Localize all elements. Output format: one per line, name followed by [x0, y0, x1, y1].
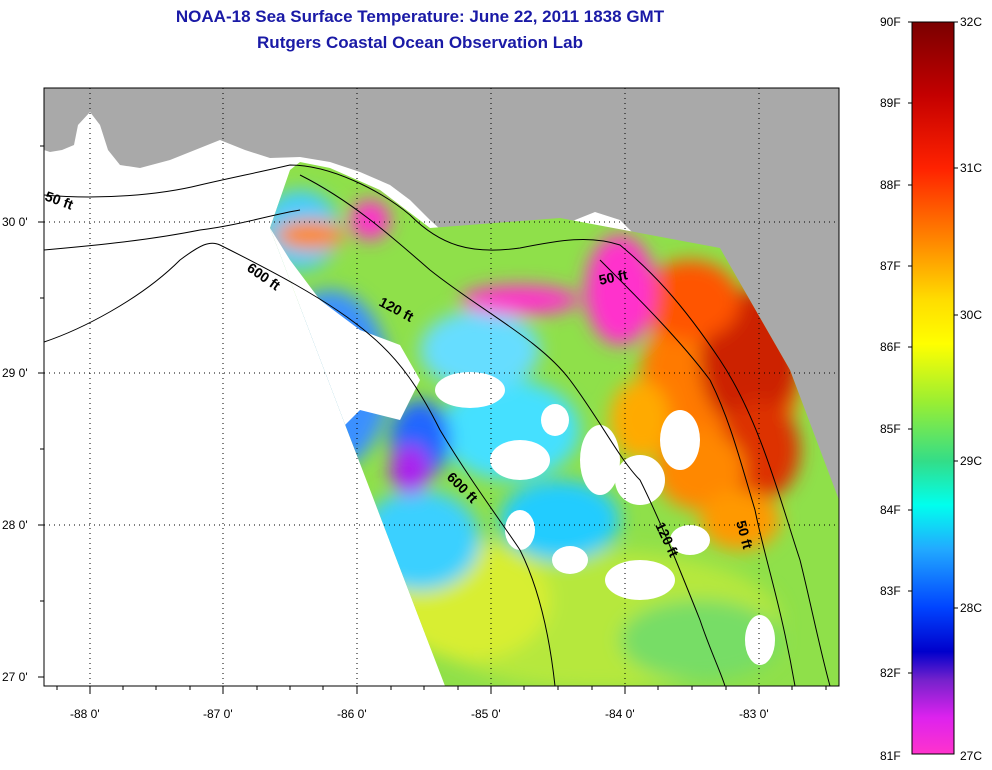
- map-title: NOAA-18 Sea Surface Temperature: June 22…: [175, 7, 665, 26]
- lon-label: -86 0': [337, 707, 367, 721]
- lon-label: -88 0': [70, 707, 100, 721]
- bathymetry-contours: [44, 164, 831, 686]
- lat-label: 29 0': [2, 366, 28, 380]
- colorbar-c-label: 32C: [960, 15, 982, 29]
- colorbar-ticks: [908, 21, 958, 674]
- contour-label: 50 ft: [733, 519, 756, 551]
- lat-label: 27 0': [2, 670, 28, 684]
- colorbar-f-label: 89F: [880, 96, 901, 110]
- contour-label: 50 ft: [597, 266, 629, 288]
- lat-label: 30 0': [2, 215, 28, 229]
- colorbar-f-label: 82F: [880, 666, 901, 680]
- colorbar-c-label: 31C: [960, 161, 982, 175]
- colorbar-f-label: 88F: [880, 178, 901, 192]
- colorbar-f-label: 85F: [880, 422, 901, 436]
- colorbar-f-label: 83F: [880, 584, 901, 598]
- plot-frame: [43, 87, 840, 687]
- colorbar-c-label: 29C: [960, 454, 982, 468]
- colorbar-f-label: 84F: [880, 503, 901, 517]
- colorbar-f-label: 86F: [880, 340, 901, 354]
- lon-label: -85 0': [471, 707, 501, 721]
- map-subtitle: Rutgers Coastal Ocean Observation Lab: [257, 33, 583, 52]
- colorbar-c-label: 30C: [960, 308, 982, 322]
- colorbar-c-label: 28C: [960, 601, 982, 615]
- land-mass: [44, 88, 839, 560]
- colorbar-f-label: 81F: [880, 749, 901, 763]
- colorbar-labels: 90F 89F 88F 87F 86F 85F 84F 83F 82F 81F …: [880, 15, 982, 763]
- axis-labels: 30 0' 29 0' 28 0' 27 0' -88 0' -87 0' -8…: [2, 215, 769, 721]
- lon-label: -83 0': [739, 707, 769, 721]
- axis-ticks: [38, 145, 827, 694]
- colorbar-f-label: 87F: [880, 259, 901, 273]
- lon-label: -84 0': [605, 707, 635, 721]
- colorbar: [911, 21, 955, 755]
- colorbar-f-label: 90F: [880, 15, 901, 29]
- lat-label: 28 0': [2, 518, 28, 532]
- colorbar-c-label: 27C: [960, 749, 982, 763]
- lon-label: -87 0': [203, 707, 233, 721]
